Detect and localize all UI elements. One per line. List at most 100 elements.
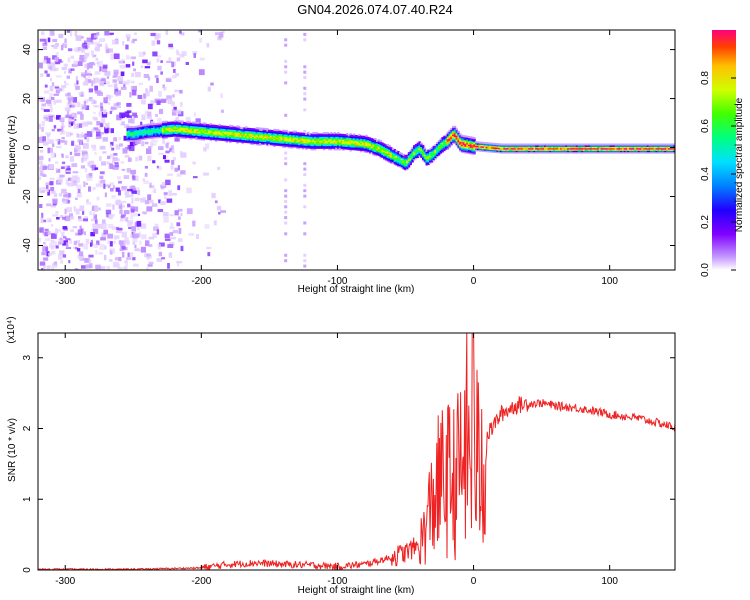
noise-cell xyxy=(75,35,82,41)
ridge-cell xyxy=(276,133,280,136)
ridge-cell xyxy=(455,132,458,135)
ridge-cell xyxy=(209,128,212,131)
ridge-cell xyxy=(333,148,336,151)
ridge-cell xyxy=(345,138,349,141)
ridge-cell xyxy=(338,140,342,143)
noise-cell xyxy=(137,94,143,99)
ridge-cell xyxy=(629,150,632,153)
ridge-cell xyxy=(335,142,338,145)
noise-cell xyxy=(83,100,87,106)
ridge-cell xyxy=(660,150,664,153)
ridge-cell xyxy=(253,139,257,142)
ridge-cell xyxy=(204,128,207,130)
ridge-cell xyxy=(262,141,266,144)
ridge-cell xyxy=(246,137,250,140)
ridge-cell xyxy=(545,151,549,154)
ridge-cell xyxy=(133,136,136,139)
noise-cell xyxy=(63,80,67,84)
ridge-cell xyxy=(291,142,294,145)
ridge-cell xyxy=(268,137,271,140)
ridge-cell xyxy=(644,147,648,150)
ridge-cell xyxy=(275,139,278,142)
ridge-cell xyxy=(172,133,175,136)
ridge-cell xyxy=(616,150,619,153)
ridge-cell xyxy=(170,121,174,124)
noise-cell xyxy=(112,75,117,78)
ridge-cell xyxy=(287,146,290,149)
ridge-cell xyxy=(264,134,267,137)
ridge-cell xyxy=(294,140,297,143)
ridge-cell xyxy=(301,139,304,142)
noise-cell xyxy=(151,203,158,207)
streak-cell xyxy=(303,167,307,171)
ridge-cell xyxy=(206,130,209,133)
ridge-cell xyxy=(409,156,412,159)
ridge-cell xyxy=(241,127,244,130)
ridge-cell xyxy=(361,146,365,149)
ridge-cell xyxy=(149,132,152,135)
ridge-cell xyxy=(453,137,457,140)
ridge-cell xyxy=(572,146,575,149)
ridge-cell xyxy=(324,133,328,136)
ridge-cell xyxy=(284,143,287,146)
ridge-cell xyxy=(191,121,195,124)
noise-cell xyxy=(151,40,156,46)
ridge-cell xyxy=(145,129,149,132)
ridge-cell xyxy=(505,150,508,153)
noise-cell xyxy=(129,145,135,152)
ridge-cell xyxy=(275,138,278,141)
ridge-cell xyxy=(441,138,444,141)
noise-cell xyxy=(65,247,72,249)
ridge-cell xyxy=(446,139,450,142)
ridge-cell xyxy=(544,151,547,154)
ridge-cell xyxy=(193,123,197,125)
ridge-cell xyxy=(669,144,673,147)
ridge-cell xyxy=(314,141,317,144)
ridge-cell xyxy=(229,135,232,138)
ridge-cell xyxy=(338,143,342,145)
noise-cell xyxy=(134,248,140,252)
ridge-cell xyxy=(397,152,400,155)
ridge-cell xyxy=(230,137,234,140)
ridge-cell xyxy=(147,127,151,130)
ridge-cell xyxy=(324,136,328,139)
noise-cell xyxy=(97,60,103,67)
ridge-cell xyxy=(246,139,250,142)
ridge-cell xyxy=(584,150,588,153)
ridge-cell xyxy=(457,138,460,141)
ridge-cell xyxy=(480,143,483,145)
noise-cell xyxy=(50,152,55,159)
ridge-cell xyxy=(432,147,435,150)
ridge-cell xyxy=(478,148,481,151)
ridge-cell xyxy=(496,148,499,151)
noise-cell xyxy=(54,60,61,65)
noise-cell xyxy=(70,55,75,59)
ridge-cell xyxy=(446,135,450,138)
ridge-cell xyxy=(322,137,326,140)
noise-cell xyxy=(111,195,116,199)
ridge-cell xyxy=(345,142,349,145)
snr-series xyxy=(38,333,675,570)
ridge-cell xyxy=(655,147,658,150)
noise-cell xyxy=(62,254,67,258)
ridge-cell xyxy=(549,150,552,153)
noise-cell xyxy=(74,152,81,157)
ridge-cell xyxy=(604,148,607,151)
ridge-cell xyxy=(384,149,388,152)
ridge-cell xyxy=(616,146,619,149)
ridge-cell xyxy=(230,125,234,127)
ridge-cell xyxy=(402,167,405,170)
noise-cell xyxy=(68,192,71,198)
ridge-cell xyxy=(314,145,317,148)
ridge-cell xyxy=(344,139,347,142)
ridge-cell xyxy=(363,135,366,138)
ridge-cell xyxy=(367,144,370,147)
noise-cell xyxy=(166,60,172,63)
noise-cell xyxy=(150,121,155,125)
noise-cell xyxy=(63,236,67,239)
ridge-cell xyxy=(253,131,257,134)
ridge-cell xyxy=(188,126,191,129)
ridge-cell xyxy=(128,131,131,134)
ridge-cell xyxy=(291,133,294,136)
ridge-cell xyxy=(154,125,158,128)
